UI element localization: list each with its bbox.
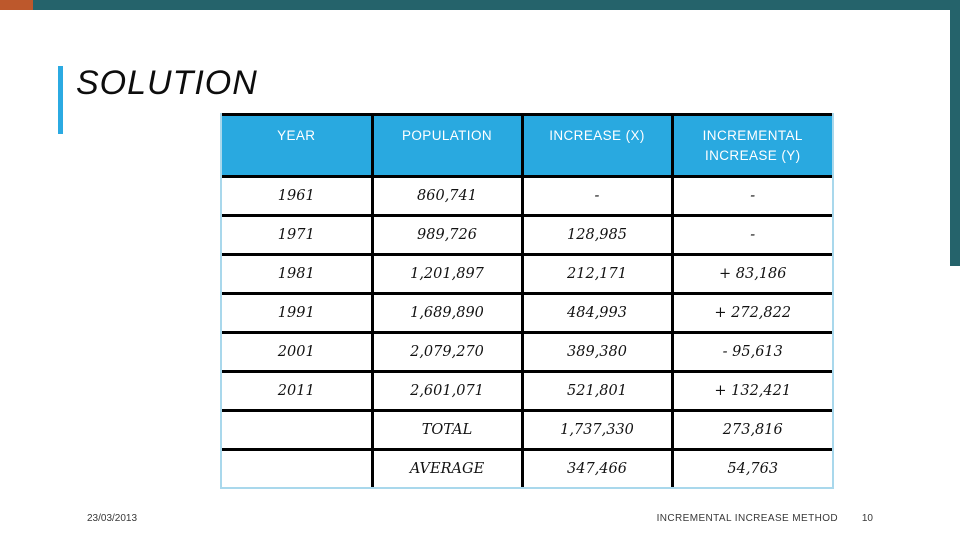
header-cell-increase-x: INCREASE (X) <box>520 113 674 178</box>
table-row: 1991 1,689,890 484,993 + 272,822 <box>222 292 832 334</box>
table-cell: 2,601,071 <box>370 370 524 412</box>
footer-page-number: 10 <box>861 513 873 524</box>
table-cell: 521,801 <box>520 370 674 412</box>
top-border-bar <box>0 0 960 10</box>
table-cell: TOTAL <box>370 409 524 451</box>
header-cell-year: YEAR <box>222 113 374 178</box>
table-cell: - <box>520 175 674 217</box>
table-cell: 2001 <box>222 331 374 373</box>
table-cell: 347,466 <box>520 448 674 487</box>
page-title: SOLUTION <box>76 64 258 102</box>
table-row-average: AVERAGE 347,466 54,763 <box>222 448 832 487</box>
table-cell: 128,985 <box>520 214 674 256</box>
table-cell: 1971 <box>222 214 374 256</box>
table-cell: - <box>670 214 832 256</box>
right-border-bar <box>950 0 960 266</box>
table-header-row: YEAR POPULATION INCREASE (X) INCREMENTAL… <box>222 113 832 178</box>
table-cell <box>222 409 374 451</box>
table-cell: 2,079,270 <box>370 331 524 373</box>
table-cell: 212,171 <box>520 253 674 295</box>
header-cell-population: POPULATION <box>370 113 524 178</box>
table-cell: 1961 <box>222 175 374 217</box>
table-cell: 860,741 <box>370 175 524 217</box>
table-cell <box>222 448 374 487</box>
table-row: 2001 2,079,270 389,380 - 95,613 <box>222 331 832 373</box>
table-cell: + 272,822 <box>670 292 832 334</box>
table-cell: 389,380 <box>520 331 674 373</box>
table-cell: 989,726 <box>370 214 524 256</box>
table-row: 1971 989,726 128,985 - <box>222 214 832 256</box>
table-row-total: TOTAL 1,737,330 273,816 <box>222 409 832 451</box>
footer-date: 23/03/2013 <box>87 513 138 524</box>
header-cell-incremental-increase-y: INCREMENTAL INCREASE (Y) <box>670 113 832 178</box>
title-accent-bar <box>58 66 63 134</box>
table-cell: 1,689,890 <box>370 292 524 334</box>
data-table: YEAR POPULATION INCREASE (X) INCREMENTAL… <box>222 113 832 487</box>
table-row: 1961 860,741 - - <box>222 175 832 217</box>
table-cell: - 95,613 <box>670 331 832 373</box>
table-row: 2011 2,601,071 521,801 + 132,421 <box>222 370 832 412</box>
table-cell: 273,816 <box>670 409 832 451</box>
data-table-container: YEAR POPULATION INCREASE (X) INCREMENTAL… <box>220 113 834 489</box>
table-cell: 484,993 <box>520 292 674 334</box>
table-cell: 2011 <box>222 370 374 412</box>
table-cell: 54,763 <box>670 448 832 487</box>
table-cell: 1991 <box>222 292 374 334</box>
table-cell: AVERAGE <box>370 448 524 487</box>
table-cell: - <box>670 175 832 217</box>
table-cell: 1,201,897 <box>370 253 524 295</box>
table-cell: + 83,186 <box>670 253 832 295</box>
table-cell: + 132,421 <box>670 370 832 412</box>
table-cell: 1981 <box>222 253 374 295</box>
table-cell: 1,737,330 <box>520 409 674 451</box>
footer-section-title: INCREMENTAL INCREASE METHOD <box>656 513 838 524</box>
accent-square <box>0 0 33 10</box>
table-row: 1981 1,201,897 212,171 + 83,186 <box>222 253 832 295</box>
